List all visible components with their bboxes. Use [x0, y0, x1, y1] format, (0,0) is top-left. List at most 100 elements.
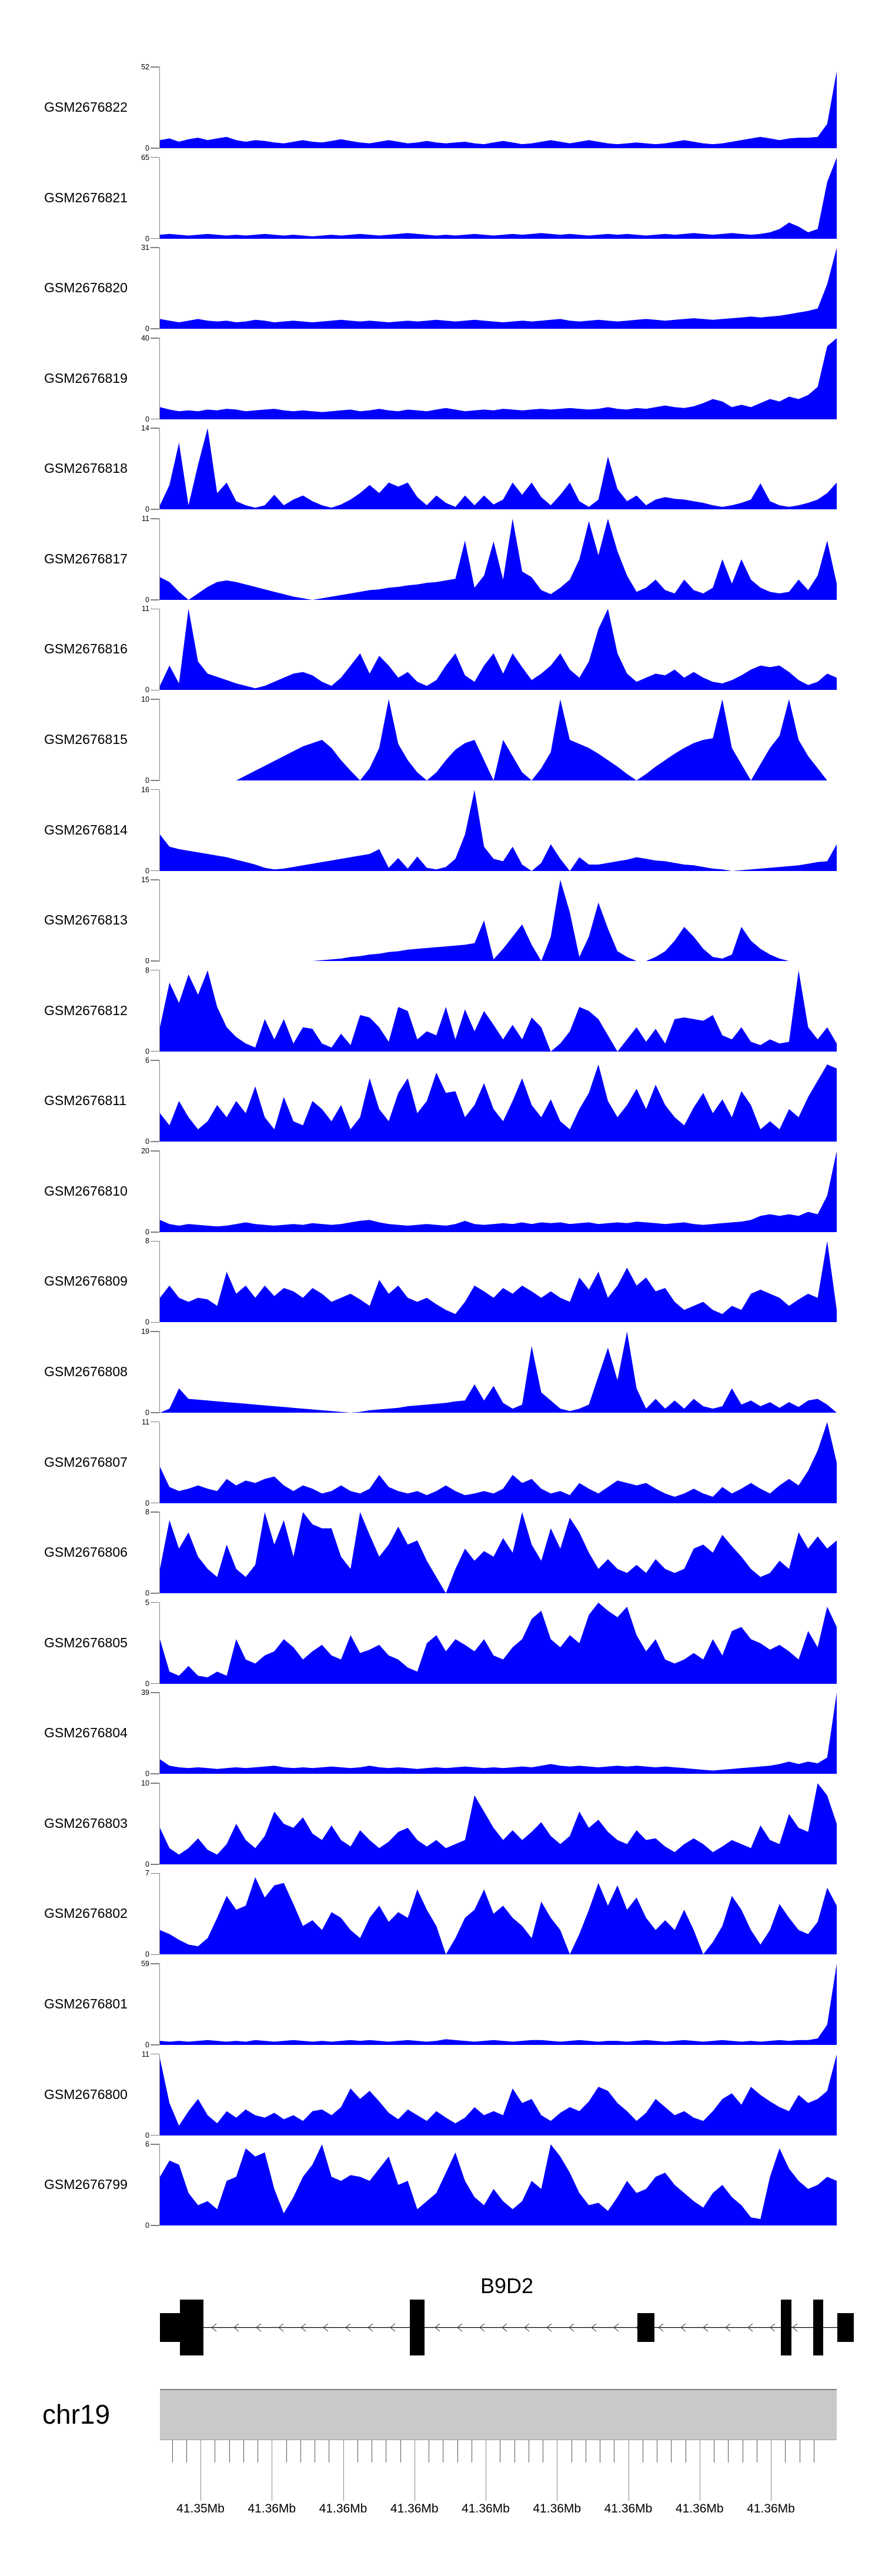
y-axis-zero-label: 0: [145, 144, 149, 152]
exon-block: [180, 2300, 203, 2355]
y-axis-max-label: 20: [141, 1146, 149, 1155]
y-axis-zero-label: 0: [145, 1679, 149, 1688]
track-label: GSM2676808: [44, 1363, 128, 1379]
y-axis-bottom-tick: [151, 328, 159, 329]
y-axis-zero-label: 0: [145, 325, 149, 333]
axis-minor-tick: [728, 2440, 729, 2462]
coverage-signal: [160, 1241, 837, 1323]
coverage-polygon: [160, 71, 837, 148]
coverage-signal: [160, 157, 837, 239]
y-axis-zero-label: 0: [145, 1227, 149, 1236]
strand-arrow-left-icon: [323, 2323, 329, 2332]
y-axis-max-label: 59: [141, 1959, 149, 1968]
coverage-signal: [160, 338, 837, 419]
track-label: GSM2676803: [44, 1815, 128, 1831]
strand-arrow-left-icon: [524, 2323, 530, 2332]
strand-arrow-left-icon: [233, 2323, 239, 2332]
strand-arrow-left-icon: [390, 2323, 396, 2332]
axis-minor-tick: [229, 2440, 230, 2462]
y-axis-bottom-tick: [151, 509, 159, 510]
track-label: GSM2676810: [44, 1183, 128, 1199]
y-axis-line: [159, 1060, 161, 1142]
track-label: GSM2676801: [44, 1996, 128, 2011]
y-axis-max-label: 10: [141, 1778, 149, 1787]
strand-arrow-left-icon: [792, 2323, 798, 2332]
y-axis-zero-label: 0: [145, 1950, 149, 1959]
y-axis-bottom-tick: [151, 870, 159, 872]
y-axis-zero-label: 0: [145, 1589, 149, 1598]
y-axis-max-label: 39: [141, 1689, 149, 1697]
y-axis-max-label: 11: [142, 605, 149, 613]
track-row: GSM2676803 10 0: [0, 1779, 882, 1868]
track-label: GSM2676805: [44, 1634, 128, 1650]
y-axis-line: [159, 1602, 161, 1684]
y-axis-zero-label: 0: [145, 2131, 149, 2140]
coverage-polygon: [160, 1512, 837, 1594]
strand-arrow-left-icon: [300, 2323, 306, 2332]
coverage-signal: [160, 1422, 837, 1503]
axis-minor-tick: [243, 2440, 244, 2462]
y-axis-top-tick: [151, 969, 159, 971]
y-axis-line: [159, 1963, 161, 2045]
track-row: GSM2676821 65 0: [0, 154, 882, 243]
y-axis-max-label: 10: [141, 695, 149, 703]
coverage-polygon: [160, 2054, 837, 2135]
y-axis-top-tick: [151, 789, 159, 790]
strand-arrow-left-icon: [546, 2323, 552, 2332]
y-axis-bottom-tick: [151, 1773, 159, 1775]
track-row: GSM2676822 52 0: [0, 63, 882, 152]
track-label: GSM2676816: [44, 641, 128, 657]
y-axis-max-label: 8: [145, 966, 149, 975]
y-axis-max-label: 65: [141, 153, 149, 162]
coverage-polygon: [160, 1150, 837, 1232]
y-axis-top-tick: [151, 1873, 159, 1874]
track-row: GSM2676813 15 0: [0, 876, 882, 965]
coverage-signal: [160, 248, 837, 329]
y-axis-top-tick: [151, 1150, 159, 1152]
y-axis-top-tick: [151, 1783, 159, 1784]
y-axis-bottom-tick: [151, 1141, 159, 1143]
track-label: GSM2676821: [44, 189, 128, 205]
coverage-polygon: [160, 880, 837, 962]
y-axis-zero-label: 0: [145, 505, 149, 514]
y-axis-zero-label: 0: [145, 1318, 149, 1327]
y-axis-bottom-tick: [151, 960, 159, 962]
y-axis-zero-label: 0: [145, 1137, 149, 1146]
y-axis-bottom-tick: [151, 1593, 159, 1594]
coverage-polygon: [160, 1065, 837, 1142]
coverage-signal: [160, 518, 837, 600]
coverage-signal: [160, 2144, 837, 2226]
y-axis-bottom-tick: [151, 1322, 159, 1323]
strand-arrow-left-icon: [278, 2323, 284, 2332]
y-axis-max-label: 11: [142, 1417, 149, 1426]
exon-block: [813, 2300, 823, 2355]
track-row: GSM2676811 6 0: [0, 1056, 882, 1146]
track-row: GSM2676819 40 0: [0, 334, 882, 423]
y-axis-line: [159, 1241, 161, 1323]
track-label: GSM2676800: [44, 2086, 128, 2102]
y-axis-line: [159, 2054, 161, 2135]
coverage-signal: [160, 428, 837, 510]
y-axis-top-tick: [151, 2053, 159, 2055]
y-axis-zero-label: 0: [145, 234, 149, 243]
y-axis-zero-label: 0: [145, 2221, 149, 2230]
track-row: GSM2676817 11 0: [0, 515, 882, 604]
y-axis-top-tick: [151, 1601, 159, 1603]
y-axis-top-tick: [151, 156, 159, 158]
y-axis-zero-label: 0: [145, 415, 149, 423]
y-axis-line: [159, 699, 161, 780]
y-axis-line: [159, 67, 161, 148]
exon-block: [410, 2300, 425, 2355]
axis-tick-label: 41.36Mb: [390, 2502, 439, 2515]
y-axis-max-label: 16: [141, 785, 149, 794]
y-axis-bottom-tick: [151, 1683, 159, 1684]
y-axis-line: [159, 1150, 161, 1232]
axis-tick-label: 41.36Mb: [248, 2502, 296, 2515]
track-row: GSM2676808 19 0: [0, 1327, 882, 1417]
axis-major-tick: [343, 2440, 344, 2501]
track-row: GSM2676801 59 0: [0, 1960, 882, 2049]
y-axis-line: [159, 518, 161, 600]
y-axis-zero-label: 0: [145, 957, 149, 966]
strand-arrow-left-icon: [479, 2323, 485, 2332]
